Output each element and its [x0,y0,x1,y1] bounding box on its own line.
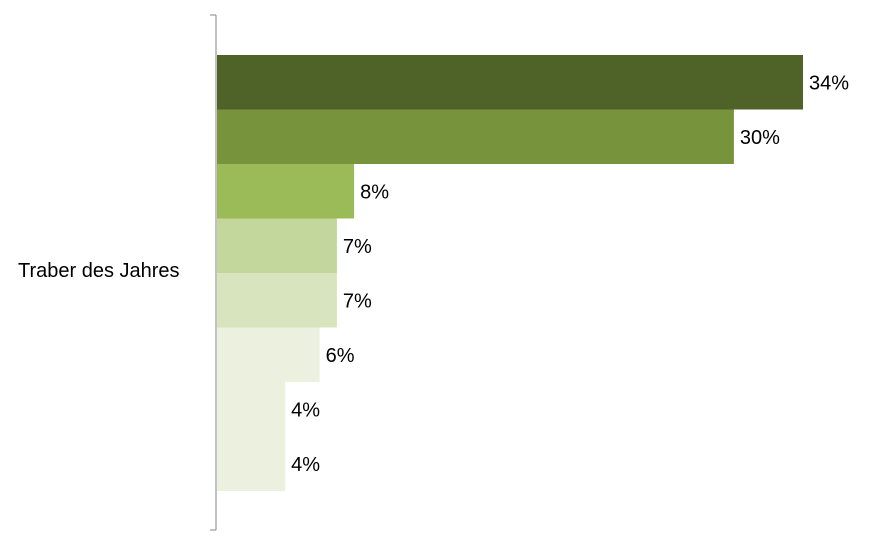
category-axis [210,14,217,531]
data-label-8: 4% [291,454,320,476]
bar-4 [217,218,337,273]
data-label-4: 7% [343,236,372,258]
bar-8 [217,436,286,491]
bar-6 [217,327,320,382]
data-label-1: 34% [809,72,849,94]
data-label-2: 30% [740,127,780,149]
data-label-7: 4% [291,399,320,421]
bar-7 [217,382,286,437]
data-label-5: 7% [343,290,372,312]
data-label-3: 8% [360,181,389,203]
bar-3 [217,164,355,219]
bar-1 [217,55,803,110]
category-label: Traber des Jahres [18,260,180,282]
data-label-6: 6% [326,345,355,367]
data-label-group: 34% 30% 8% 7% 7% 6% 4% 4% [291,72,849,476]
bar-group [217,55,803,491]
bar-5 [217,273,337,328]
bar-2 [217,109,734,164]
